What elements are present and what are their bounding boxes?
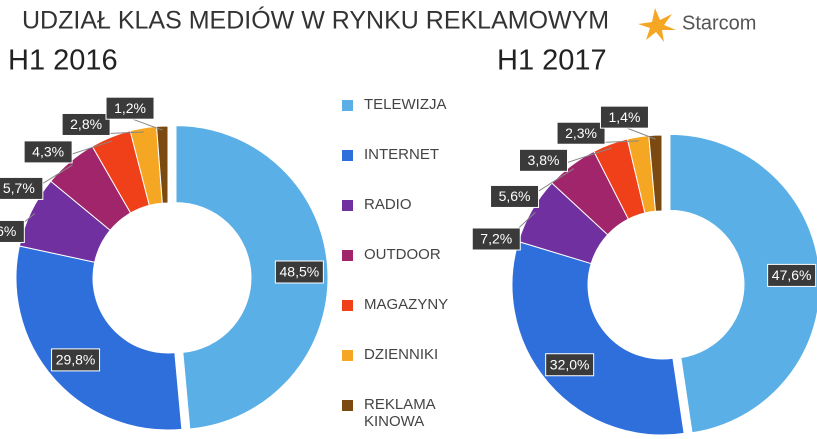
value-label: 7,2% <box>480 231 512 247</box>
value-label: 5,6% <box>499 188 531 204</box>
value-label-box: 7,2% <box>471 227 521 251</box>
value-label: 29,8% <box>56 352 96 368</box>
main-title: UDZIAŁ KLAS MEDIÓW W RYNKU REKLAMOWYM <box>22 6 609 35</box>
value-label-box: 48,5% <box>274 260 324 284</box>
legend-item: DZIENNIKI <box>342 346 472 396</box>
value-label: 1,4% <box>609 109 641 125</box>
slice <box>175 125 329 430</box>
label-bg <box>767 263 817 287</box>
legend-swatch <box>342 250 353 261</box>
legend-label: REKLAMA KINOWA <box>364 396 435 430</box>
legend-swatch <box>342 350 353 361</box>
value-label-box: 3,8% <box>519 148 569 172</box>
legend-swatch <box>342 200 353 211</box>
legend-label: DZIENNIKI <box>364 346 439 363</box>
chart-title: H1 2017 <box>497 45 607 77</box>
value-label-box: 5,7% <box>0 176 44 200</box>
legend-item: RADIO <box>342 196 472 246</box>
legend-swatch <box>342 300 353 311</box>
label-bg <box>471 227 521 251</box>
legend-label: MAGAZYNY <box>364 296 449 313</box>
label-bg <box>556 121 606 145</box>
value-label-box: 29,8% <box>51 348 101 372</box>
slice <box>669 133 817 434</box>
value-label-box: 7,6% <box>0 219 25 243</box>
label-bg <box>599 105 649 129</box>
legend-swatch <box>342 150 353 161</box>
slice <box>156 125 169 204</box>
value-label: 47,6% <box>772 267 812 283</box>
value-label: 7,6% <box>0 223 16 239</box>
legend-swatch <box>342 100 353 111</box>
legend-item: INTERNET <box>342 146 472 196</box>
legend: TELEWIZJA INTERNET RADIO OUTDOOR MAGAZYNY DZI… <box>342 96 472 439</box>
label-bg <box>51 348 101 372</box>
label-bg <box>0 219 25 243</box>
value-label-box: 32,0% <box>545 353 595 377</box>
leader-line <box>129 117 163 131</box>
value-label-box: 1,2% <box>105 96 155 120</box>
value-label-box: 2,8% <box>61 112 111 136</box>
legend-item: REKLAMA KINOWA <box>342 396 472 439</box>
legend-label: OUTDOOR <box>364 246 441 263</box>
label-bg <box>61 112 111 136</box>
legend-swatch <box>342 400 353 411</box>
legend-item: TELEWIZJA <box>342 96 472 146</box>
value-label: 2,8% <box>70 116 102 132</box>
value-label: 1,2% <box>114 100 146 116</box>
label-bg <box>274 260 324 284</box>
logo: Starcom <box>638 8 756 42</box>
label-bg <box>490 184 540 208</box>
logo-text: Starcom <box>682 12 756 34</box>
value-label-box: 5,6% <box>490 184 540 208</box>
legend-item: MAGAZYNY <box>342 296 472 346</box>
slice <box>648 134 663 212</box>
label-bg <box>105 96 155 120</box>
legend-label: INTERNET <box>364 146 439 163</box>
slice <box>511 240 685 436</box>
value-label-box: 2,3% <box>556 121 606 145</box>
label-bg <box>0 176 44 200</box>
label-bg <box>519 148 569 172</box>
value-label: 4,3% <box>32 144 64 160</box>
value-label: 2,3% <box>565 125 597 141</box>
value-label: 5,7% <box>3 180 35 196</box>
label-bg <box>545 353 595 377</box>
slice <box>15 245 183 431</box>
chart-title: H1 2016 <box>8 45 118 77</box>
value-label-box: 4,3% <box>23 140 73 164</box>
value-label: 3,8% <box>528 152 560 168</box>
value-label-box: 1,4% <box>599 105 649 129</box>
logo-star <box>638 8 676 42</box>
label-bg <box>23 140 73 164</box>
value-label: 32,0% <box>550 356 590 372</box>
leader-line <box>624 126 656 140</box>
legend-label: RADIO <box>364 196 412 213</box>
legend-item: OUTDOOR <box>342 246 472 296</box>
value-label: 48,5% <box>280 264 320 280</box>
value-label-box: 47,6% <box>767 263 817 287</box>
legend-label: TELEWIZJA <box>364 96 447 113</box>
